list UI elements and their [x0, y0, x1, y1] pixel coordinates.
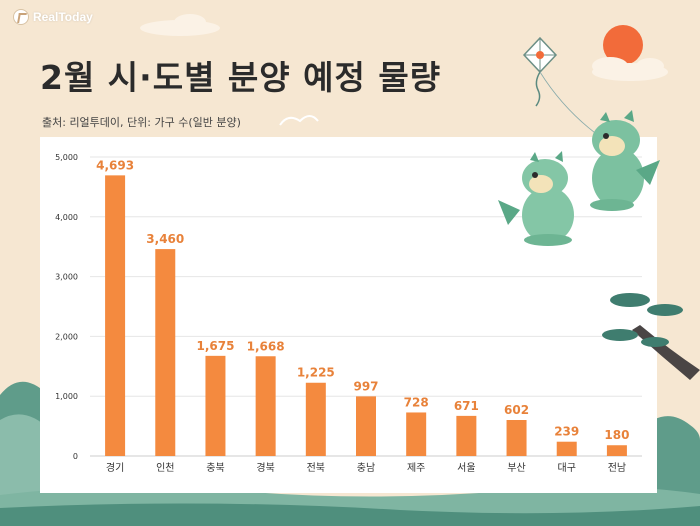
- brand-logo-text: RealToday: [33, 10, 93, 24]
- bar: [556, 441, 577, 456]
- y-tick-label: 0: [73, 452, 78, 461]
- x-tick-label: 충남: [357, 462, 375, 474]
- data-label: 180: [604, 428, 629, 442]
- data-label: 1,225: [297, 366, 335, 380]
- real-today-logo-icon: [13, 9, 29, 25]
- cloud-swirl-icon: [279, 115, 319, 126]
- data-label: 239: [554, 425, 579, 439]
- x-tick-label: 제주: [407, 462, 425, 474]
- data-label: 997: [353, 379, 378, 393]
- brand-logo: RealToday: [13, 9, 93, 25]
- source-note: 출처: 리얼투데이, 단위: 가구 수(일반 분양): [42, 116, 241, 129]
- x-tick-label: 전남: [608, 462, 626, 474]
- bar: [406, 412, 427, 456]
- data-label: 728: [404, 395, 429, 409]
- x-tick-label: 충북: [206, 462, 224, 474]
- data-label: 4,693: [96, 158, 134, 172]
- y-tick-label: 4,000: [55, 213, 78, 222]
- bar: [105, 175, 126, 457]
- x-tick-label: 경북: [256, 461, 274, 474]
- x-tick-label: 서울: [457, 462, 475, 474]
- x-tick-label: 인천: [156, 462, 174, 474]
- data-label: 1,675: [196, 339, 234, 353]
- bar: [255, 356, 276, 456]
- page-title: 2월 시·도별 분양 예정 물량: [40, 58, 442, 97]
- bar: [155, 249, 176, 456]
- bar: [456, 415, 477, 456]
- data-label: 1,668: [247, 339, 285, 353]
- y-tick-label: 2,000: [55, 332, 78, 341]
- mountains-bottom-front: [0, 503, 700, 526]
- data-label: 671: [454, 399, 479, 413]
- data-label: 602: [504, 403, 529, 417]
- bar: [356, 396, 376, 456]
- bar: [506, 420, 527, 456]
- data-label: 3,460: [146, 232, 184, 246]
- y-tick-label: 1,000: [55, 392, 78, 401]
- bar: [205, 355, 226, 456]
- x-tick-label: 전북: [307, 462, 325, 474]
- y-tick-label: 3,000: [55, 273, 78, 282]
- y-tick-label: 5,000: [55, 153, 78, 162]
- x-tick-label: 부산: [507, 462, 525, 474]
- x-tick-label: 대구: [558, 462, 576, 474]
- sun-icon: [603, 25, 643, 65]
- bar: [305, 382, 326, 456]
- bar: [606, 445, 627, 456]
- x-tick-label: 경기: [106, 461, 124, 474]
- cloud-icon: [140, 14, 668, 81]
